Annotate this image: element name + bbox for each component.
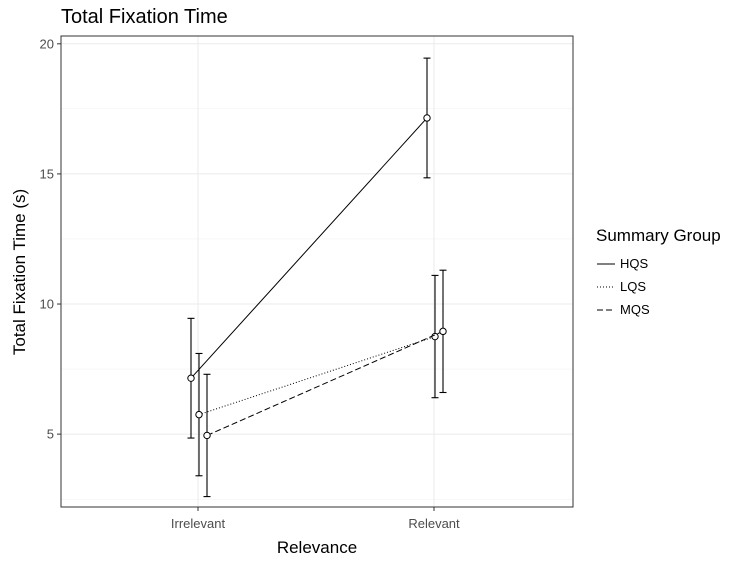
series-line-lqs: [198, 336, 436, 416]
y-tick-label: 10: [40, 297, 54, 312]
series-lqs: [195, 274, 439, 477]
data-point-lqs: [431, 332, 439, 341]
legend-item-lqs: LQS: [596, 275, 721, 298]
legend-title: Summary Group: [596, 226, 721, 245]
legend-item-mqs: MQS: [596, 298, 721, 321]
data-point-lqs: [195, 410, 203, 419]
legend-item-hqs: HQS: [596, 252, 721, 275]
data-point-hqs: [423, 114, 431, 122]
legend-label-mqs: MQS: [620, 302, 650, 317]
chart-title: Total Fixation Time: [61, 6, 228, 28]
series-layer: [187, 57, 447, 498]
legend-label-lqs: LQS: [620, 279, 647, 294]
x-tick-label: Irrelevant: [171, 516, 226, 531]
series-mqs: [203, 269, 447, 498]
legend-key-lqs: [597, 286, 615, 287]
x-axis-title: Relevance: [277, 538, 357, 557]
legend-key-mqs: [597, 309, 615, 310]
y-axis-title: Total Fixation Time (s): [10, 189, 29, 355]
axes: 5 10 15 20 Irrelevant Relevant: [40, 36, 461, 531]
y-tick-label: 15: [40, 166, 54, 181]
series-line-mqs: [206, 330, 444, 436]
gridlines: [61, 36, 573, 507]
legend-label-hqs: HQS: [620, 256, 649, 271]
legend-key-hqs: [597, 263, 615, 264]
series-hqs: [187, 57, 431, 439]
data-point-mqs: [439, 327, 447, 336]
x-tick-label: Relevant: [408, 516, 460, 531]
data-point-hqs: [187, 374, 195, 382]
series-line-hqs: [190, 117, 428, 379]
plot-panel-border: [60, 35, 574, 508]
y-tick-label: 5: [47, 427, 54, 442]
data-point-mqs: [203, 431, 211, 440]
legend: Summary Group HQS LQS MQS: [596, 226, 721, 321]
y-tick-label: 20: [40, 36, 54, 51]
